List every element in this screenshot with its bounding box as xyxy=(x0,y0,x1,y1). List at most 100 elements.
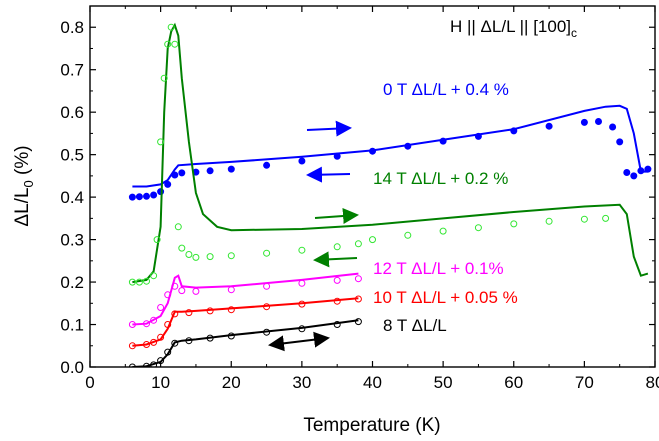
y-tick-label: 0.6 xyxy=(60,103,84,122)
series-1 xyxy=(128,22,649,286)
field-direction-sub: c xyxy=(571,26,577,40)
axis-ticks: 0 10 20 30 40 50 60 70 80 0.0 0.1 0.2 0.3 0.4 0.5 0.6 0.… xyxy=(60,6,659,392)
x-tick-label: 10 xyxy=(151,373,170,392)
data-point xyxy=(227,252,235,260)
data-point xyxy=(206,307,214,315)
y-tick-label: 0.5 xyxy=(60,146,84,165)
y-tick-label: 0.0 xyxy=(60,358,84,377)
data-point xyxy=(164,348,172,356)
data-point xyxy=(150,316,158,324)
y-tick-label: 0.7 xyxy=(60,61,84,80)
y-tick-label: 0.8 xyxy=(60,18,84,37)
data-point xyxy=(206,253,214,261)
series-3 xyxy=(128,295,362,350)
label-12T: 12 T ΔL/L + 0.1% xyxy=(373,259,504,278)
data-point xyxy=(171,282,179,290)
x-tick-label: 20 xyxy=(222,373,241,392)
data-point xyxy=(637,167,645,175)
data-point xyxy=(630,172,638,180)
data-point xyxy=(150,272,158,280)
x-tick-label: 70 xyxy=(575,373,594,392)
data-point xyxy=(150,338,158,346)
data-point xyxy=(333,276,341,284)
data-point xyxy=(164,40,172,48)
data-point xyxy=(263,303,271,311)
data-point xyxy=(333,243,341,251)
data-point xyxy=(185,251,193,258)
data-point xyxy=(157,333,165,341)
data-point xyxy=(369,147,376,155)
data-point xyxy=(545,122,553,130)
series-line xyxy=(132,297,359,347)
series-line xyxy=(132,22,649,284)
field-direction-label: H || ΔL/L || [100]c xyxy=(450,17,577,40)
data-point xyxy=(580,215,588,223)
label-10T: 10 T ΔL/L + 0.05 % xyxy=(373,288,518,307)
data-point xyxy=(128,193,136,201)
data-point xyxy=(580,118,588,126)
data-point xyxy=(474,132,482,140)
data-point xyxy=(178,287,186,295)
data-point xyxy=(206,167,214,175)
arrow-14T-cooling xyxy=(313,251,358,268)
data-point xyxy=(171,40,179,48)
arrow-8T-double xyxy=(268,331,330,352)
data-point xyxy=(143,341,150,348)
field-direction-text: H || ΔL/L || [100] xyxy=(450,17,571,36)
y-tick-label: 0.3 xyxy=(60,231,84,250)
data-point xyxy=(298,157,306,165)
data-point xyxy=(298,300,306,308)
series-layer xyxy=(128,22,652,367)
data-point xyxy=(157,304,165,311)
data-point xyxy=(404,142,412,150)
data-point xyxy=(333,152,341,160)
x-axis-title: Temperature (K) xyxy=(303,415,440,436)
data-point xyxy=(263,282,271,290)
data-point xyxy=(623,169,631,176)
data-point xyxy=(192,253,200,261)
x-tick-label: 0 xyxy=(85,373,94,392)
x-tick-label: 60 xyxy=(504,373,523,392)
data-point xyxy=(616,138,624,146)
series-0 xyxy=(128,104,652,201)
data-point xyxy=(150,361,158,367)
data-point xyxy=(143,277,150,285)
x-tick-label: 30 xyxy=(292,373,311,392)
data-point xyxy=(192,287,200,295)
data-point xyxy=(227,332,235,340)
data-point xyxy=(164,321,172,328)
data-point xyxy=(510,127,518,135)
arrow-0T-cooling xyxy=(306,166,351,183)
data-point xyxy=(545,217,553,225)
data-point xyxy=(128,278,136,286)
data-point xyxy=(227,306,235,314)
data-point xyxy=(298,246,306,254)
arrow-0T-warming xyxy=(306,120,352,137)
data-point xyxy=(354,295,362,303)
data-point xyxy=(164,180,172,188)
data-point xyxy=(227,286,235,294)
data-point xyxy=(157,138,165,146)
data-point xyxy=(178,169,186,177)
data-point xyxy=(128,363,136,367)
series-line xyxy=(132,272,359,326)
arrow-14T-warming xyxy=(314,208,359,224)
label-14T: 14 T ΔL/L + 0.2 % xyxy=(373,169,508,188)
data-point xyxy=(354,318,362,326)
data-point xyxy=(333,297,341,305)
data-point xyxy=(135,278,143,286)
x-tick-label: 40 xyxy=(363,373,382,392)
y-tick-label: 0.4 xyxy=(60,188,84,207)
data-point xyxy=(263,161,271,169)
data-point xyxy=(510,220,518,228)
data-point xyxy=(171,339,179,347)
data-point xyxy=(185,309,193,317)
data-point xyxy=(143,320,150,328)
data-point xyxy=(227,165,235,173)
data-point xyxy=(263,249,271,257)
data-point xyxy=(150,191,158,199)
series-4 xyxy=(128,318,362,367)
data-point xyxy=(143,362,150,367)
y-tick-label: 0.2 xyxy=(60,273,84,292)
